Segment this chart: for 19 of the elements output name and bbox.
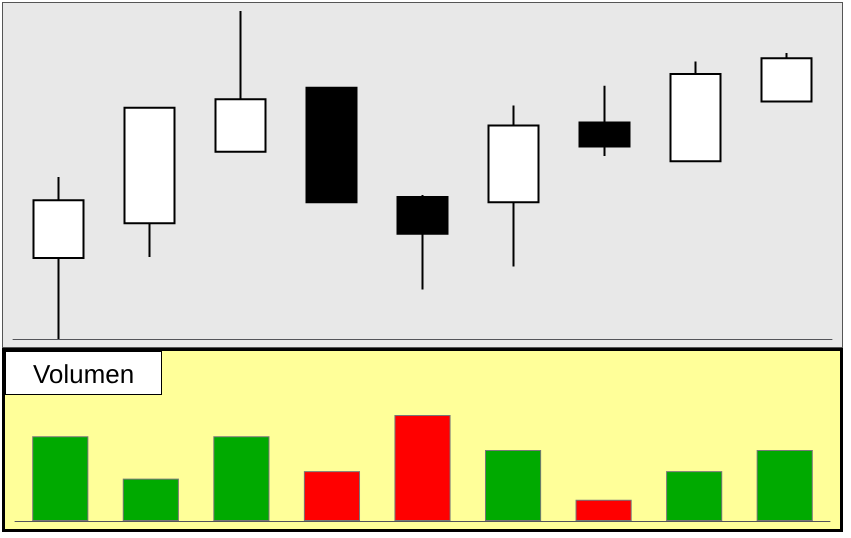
bar [304, 471, 360, 521]
candlestick [306, 86, 358, 204]
bar [122, 478, 179, 521]
bar [394, 415, 451, 521]
candlestick [124, 106, 176, 258]
bar [213, 436, 270, 521]
bar [576, 500, 632, 521]
candlestick [32, 176, 84, 340]
chart-title: Volumen [33, 359, 134, 389]
candlestick [670, 60, 722, 162]
candlestick [396, 194, 448, 290]
bar [484, 450, 542, 521]
candlestick [578, 84, 630, 157]
candlestick [760, 52, 812, 103]
bar [32, 436, 88, 521]
candlestick [214, 10, 266, 153]
bar [666, 471, 722, 521]
candlestick [488, 104, 540, 268]
bar [756, 450, 813, 521]
